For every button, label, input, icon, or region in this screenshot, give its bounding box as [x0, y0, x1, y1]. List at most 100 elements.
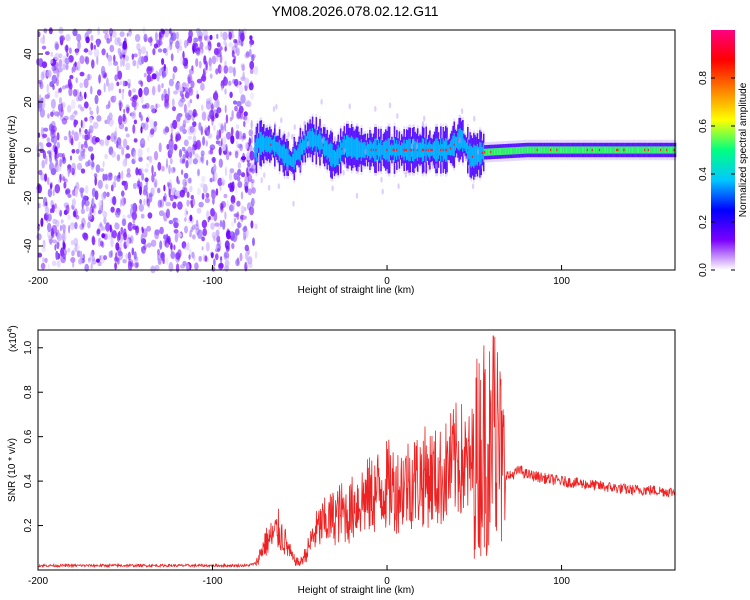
spectrogram-y-tick-label: 40	[23, 48, 34, 60]
spectrogram-cell	[120, 58, 123, 68]
spectrogram-cell	[180, 97, 186, 103]
spectrogram-cell	[321, 138, 324, 149]
spectrogram-cell	[587, 146, 590, 154]
spectrogram-cell	[181, 158, 186, 164]
spectrogram-cell	[95, 164, 101, 173]
spectrogram-cell	[186, 241, 190, 251]
spectrogram-cell	[386, 148, 389, 152]
spectrogram-cell	[115, 207, 121, 213]
spectrogram-cell	[90, 153, 95, 161]
spectrogram-cell	[590, 146, 592, 154]
spectrogram-cell	[216, 135, 220, 141]
spectrogram-cell	[166, 237, 171, 245]
spectrogram-cell	[244, 116, 250, 124]
spectrogram-cell	[54, 184, 61, 194]
spectrogram-cell	[75, 148, 80, 154]
spectrogram-x-tick-label: -200	[28, 276, 48, 287]
spectrogram-cell	[276, 141, 278, 154]
spectrogram-cell	[277, 142, 280, 156]
spectrogram-cell	[139, 199, 143, 205]
spectrogram-cell	[251, 197, 255, 207]
spectrogram-cell	[89, 110, 94, 116]
spectrogram-cell	[192, 146, 196, 155]
spectrogram-cell	[56, 132, 60, 141]
svg-text:(x104): (x104)	[7, 325, 19, 352]
spectrogram-cell	[421, 148, 424, 152]
spectrogram-cell	[563, 146, 566, 154]
spectrogram-cell	[87, 221, 91, 229]
spectrogram-cell	[222, 219, 226, 230]
spectrogram-cell	[210, 189, 215, 194]
spectrogram-cell	[99, 255, 102, 261]
spectrogram-cell	[184, 225, 188, 234]
spectrogram-cell	[486, 148, 489, 156]
spectrogram-cell	[170, 35, 175, 41]
spectrogram-cell	[245, 258, 248, 267]
spectrogram-cell	[170, 133, 173, 142]
spectrogram-cell	[144, 168, 149, 173]
spectrogram-cell	[188, 68, 194, 75]
spectrogram-cell	[415, 141, 418, 159]
spectrogram-cell	[561, 146, 563, 154]
spectrogram-cell	[521, 146, 524, 154]
spectrogram-cell	[218, 122, 221, 127]
spectrogram-cell	[200, 156, 204, 162]
spectrogram-cell	[228, 42, 233, 48]
spectrogram-cell	[396, 148, 398, 152]
spectrogram-cell	[187, 76, 191, 84]
spectrogram-cell	[423, 148, 425, 152]
spectrogram-cell	[232, 66, 236, 77]
spectrogram-cell	[233, 217, 237, 224]
spectrogram-cell	[337, 144, 340, 166]
spectrogram-cell	[69, 155, 73, 161]
spectrogram-cell	[44, 173, 48, 182]
spectrogram-cell	[147, 37, 153, 43]
spectrogram-cell	[102, 29, 109, 34]
spectrogram-cell	[331, 144, 333, 168]
spectrogram-cell	[243, 111, 248, 117]
spectrogram-cell	[151, 85, 156, 96]
spectrogram-cell	[375, 148, 378, 152]
spectrogram-cell	[292, 153, 294, 167]
spectrogram-cell	[402, 143, 404, 157]
spectrogram-cell	[286, 165, 289, 172]
spectrogram-cell	[240, 63, 245, 69]
spectrogram-cell	[523, 146, 525, 154]
spectrogram-cell	[244, 206, 247, 212]
spectrogram-cell	[248, 137, 251, 147]
spectrogram-cell	[116, 65, 119, 74]
spectrogram-cell	[59, 224, 62, 232]
spectrogram-cell	[157, 199, 162, 208]
colorbar-tick-label: 0.8	[698, 71, 709, 85]
spectrogram-cell	[348, 137, 351, 156]
spectrogram-cell	[550, 148, 552, 152]
spectrogram-cell	[47, 92, 51, 98]
spectrogram-cell	[575, 146, 578, 154]
spectrogram-cell	[92, 121, 99, 129]
spectrogram-cell	[159, 240, 163, 250]
spectrogram-cell	[361, 142, 364, 158]
spectrogram-cell	[56, 241, 60, 248]
spectrogram-cell	[270, 143, 273, 146]
spectrogram-cell	[231, 243, 235, 249]
spectrogram-cell	[71, 250, 75, 257]
spectrogram-cell	[142, 228, 148, 238]
spectrogram-cell	[573, 146, 575, 154]
spectrogram-cell	[209, 177, 213, 183]
spectrogram-cell	[211, 102, 214, 110]
spectrogram-cell	[213, 258, 216, 267]
spectrogram-cell	[157, 248, 160, 256]
spectrogram-cell	[370, 148, 373, 152]
spectrogram-cell	[504, 147, 507, 155]
spectrogram-cell	[65, 63, 69, 71]
spectrogram-cell	[122, 138, 128, 149]
spectrogram-cell	[349, 137, 352, 157]
spectrogram-cell	[110, 228, 114, 239]
spectrogram-cell	[376, 145, 379, 155]
spectrogram-cell	[171, 125, 174, 135]
spectrogram-cell	[363, 142, 365, 158]
spectrogram-cell	[315, 128, 318, 153]
spectrogram-cell	[187, 35, 193, 44]
spectrogram-cell	[143, 86, 150, 96]
spectrogram-cell	[295, 150, 298, 161]
